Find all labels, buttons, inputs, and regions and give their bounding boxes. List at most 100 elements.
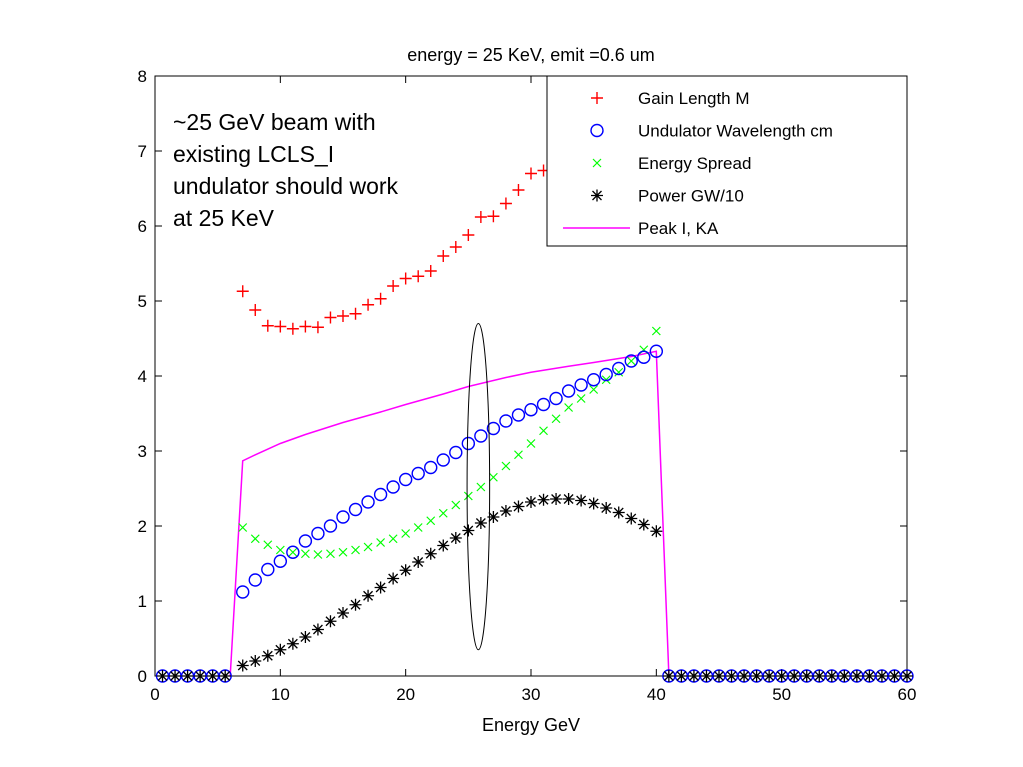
data-point <box>424 460 438 475</box>
data-point <box>451 500 461 510</box>
annotation-line: ~25 GeV beam with <box>173 109 376 135</box>
data-point <box>499 505 512 517</box>
legend-label: Undulator Wavelength cm <box>638 122 833 141</box>
data-point <box>412 556 425 568</box>
data-point <box>275 545 285 555</box>
data-point <box>236 585 250 599</box>
data-point <box>637 518 650 531</box>
data-point <box>561 384 576 398</box>
x-tick-label: 60 <box>898 685 917 704</box>
data-point <box>449 241 462 253</box>
data-point <box>324 615 337 628</box>
data-point <box>399 564 412 577</box>
x-tick-label: 0 <box>150 685 159 704</box>
data-point <box>800 670 813 682</box>
legend-item: Undulator Wavelength cm <box>590 122 833 141</box>
data-point <box>261 562 275 577</box>
data-point <box>362 589 375 602</box>
y-tick-label: 5 <box>138 292 147 311</box>
data-point <box>449 532 462 544</box>
y-tick-label: 4 <box>138 367 147 386</box>
data-point <box>426 516 436 526</box>
data-point <box>286 322 299 335</box>
data-point <box>549 391 563 406</box>
data-point <box>399 272 412 285</box>
annotation-line: undulator should work <box>173 173 399 199</box>
data-point <box>612 361 626 376</box>
data-point <box>261 319 274 332</box>
data-point <box>713 670 725 682</box>
data-point <box>373 487 388 502</box>
data-point <box>398 472 413 487</box>
data-point <box>863 670 876 682</box>
x-tick-label: 50 <box>772 685 791 704</box>
data-point <box>550 493 563 505</box>
data-point <box>206 670 219 682</box>
data-point <box>476 482 486 492</box>
data-point <box>236 659 249 672</box>
data-point <box>387 280 400 292</box>
data-point <box>413 523 423 532</box>
data-point <box>376 538 386 547</box>
data-point <box>514 450 523 460</box>
data-point <box>449 445 463 460</box>
data-point <box>651 326 661 336</box>
data-point <box>424 547 437 560</box>
data-point <box>194 670 207 682</box>
data-point <box>250 534 260 544</box>
data-point <box>351 545 360 555</box>
legend: Gain Length M Undulator Wavelength cm Ener… <box>546 75 908 247</box>
annotation-line: existing LCLS_I <box>173 141 334 167</box>
data-point <box>763 670 776 682</box>
y-tick-label: 2 <box>138 517 147 536</box>
data-point <box>536 397 551 412</box>
data-point <box>875 670 888 682</box>
data-point <box>286 637 299 650</box>
data-point <box>614 367 624 377</box>
data-point <box>323 519 338 533</box>
data-point <box>362 298 375 311</box>
legend-swatch <box>591 92 603 104</box>
data-point <box>838 670 851 682</box>
data-point <box>600 502 613 514</box>
data-point <box>412 270 425 283</box>
x-axis-title: Energy GeV <box>482 715 580 735</box>
data-point <box>374 581 387 594</box>
data-point <box>738 670 751 682</box>
series-power-gw-10 <box>156 493 913 682</box>
data-point <box>349 307 362 320</box>
data-point <box>511 408 526 422</box>
data-point <box>411 466 425 481</box>
plot-area: 0 10 20 30 40 50 60 0 1 2 3 4 5 6 7 8 ~25 GeV beam with e… <box>138 67 917 704</box>
data-point <box>813 670 826 682</box>
data-point <box>337 607 349 619</box>
legend-label: Energy Spread <box>638 154 751 173</box>
data-point <box>825 670 838 682</box>
legend-item: Gain Length M <box>591 89 750 108</box>
data-point <box>564 403 574 412</box>
data-point <box>562 493 575 505</box>
data-point <box>437 250 450 262</box>
data-point <box>248 573 262 587</box>
x-tick-label: 40 <box>647 685 666 704</box>
legend-label: Peak I, KA <box>638 219 719 238</box>
data-point <box>324 311 337 324</box>
data-point <box>725 670 738 682</box>
data-point <box>888 670 901 682</box>
data-point <box>386 480 400 494</box>
legend-swatch <box>591 189 603 202</box>
y-tick-label: 3 <box>138 442 147 461</box>
data-point <box>525 496 537 508</box>
data-point <box>599 367 613 382</box>
data-point <box>299 631 312 643</box>
data-point <box>474 211 487 223</box>
data-point <box>462 229 475 241</box>
data-point <box>238 523 248 532</box>
data-point <box>462 524 475 537</box>
data-point <box>387 572 400 585</box>
data-point <box>587 497 600 510</box>
data-point <box>374 292 387 305</box>
data-point <box>576 394 586 403</box>
data-point <box>461 436 476 451</box>
